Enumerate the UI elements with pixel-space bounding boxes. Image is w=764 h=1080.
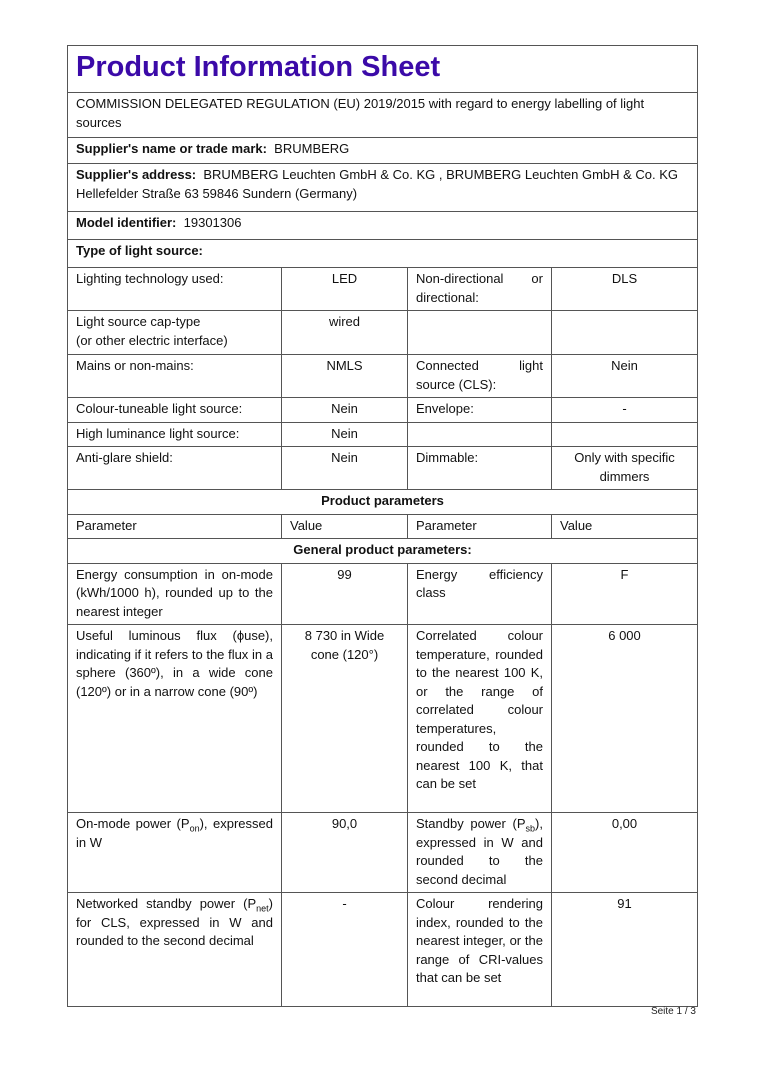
parameter-label: On-mode power (Pon), expressed in W (67, 812, 282, 893)
column-header: Parameter (67, 513, 282, 539)
product-parameters-heading: Product parameters (66, 489, 699, 515)
parameter-value: 91 (550, 892, 699, 1007)
parameter-value: 90,0 (281, 812, 408, 893)
label-text: ) for CLS, expressed in W and rounded to… (76, 896, 273, 948)
regulation-text: COMMISSION DELEGATED REGULATION (EU) 201… (66, 92, 699, 138)
type-parameter-label (407, 421, 552, 447)
type-row: Colour-tuneable light source: Nein Envelop… (67, 397, 699, 423)
type-row: High luminance light source: Nein (67, 421, 699, 447)
parameter-header-row: Parameter Value Parameter Value (67, 513, 699, 539)
model-identifier-row: Model identifier: 19301306 (66, 211, 699, 240)
parameter-label: Networked standby power (Pnet) for CLS, … (67, 892, 282, 1007)
type-row: Light source cap-type (or other electric… (67, 310, 699, 355)
general-heading-row: General product parameters: (66, 538, 699, 564)
type-parameter-value: Nein (550, 354, 699, 398)
subscript: on (189, 823, 200, 834)
type-parameter-label: Dimmable: (407, 446, 552, 490)
type-parameter-label: Colour-tuneable light source: (67, 397, 282, 423)
column-header: Parameter (407, 513, 552, 539)
parameter-row: Useful luminous flux (ϕuse), indicating … (67, 624, 699, 813)
type-parameter-value: LED (281, 267, 408, 311)
label-text: ), expressed in W (76, 816, 273, 850)
type-row: Mains or non-mains: NMLS Connected light s… (67, 354, 699, 398)
parameter-value: 99 (281, 562, 408, 625)
type-parameter-value (550, 421, 699, 447)
parameter-value: 6 000 (550, 624, 699, 813)
type-parameter-label: Connected light source (CLS): (407, 354, 552, 398)
page-number: 1 / 3 (676, 1006, 696, 1017)
label-text: Energy efficiency class (416, 566, 543, 601)
label-text: ), expressed in W and rounded to the sec… (416, 816, 543, 887)
model-identifier-value: 19301306 (183, 215, 242, 230)
supplier-name-row: Supplier's name or trade mark: BRUMBERG (66, 137, 699, 164)
label-text: Correlated colour temperature, rounded t… (416, 628, 543, 791)
type-parameter-value: DLS (550, 267, 699, 311)
type-parameter-value: Only with specific dimmers (550, 446, 699, 490)
product-information-table: Product Information Sheet COMMISSION DEL… (66, 45, 699, 1007)
supplier-name-value: BRUMBERG (274, 141, 350, 156)
label-text: Colour rendering index, rounded to the n… (416, 896, 543, 985)
parameter-value: 8 730 in Wide cone (120°) (281, 624, 408, 813)
type-parameter-label: Lighting technology used: (67, 267, 282, 311)
label-text: Energy consumption in on-mode (kWh/1000 … (76, 566, 273, 619)
subscript: sb (525, 823, 536, 834)
type-parameter-label (407, 310, 552, 355)
type-parameter-label: Envelope: (407, 397, 552, 423)
parameter-value: 0,00 (550, 812, 699, 893)
parameter-value: F (550, 562, 699, 625)
supplier-address-row: Supplier's address: BRUMBERG Leuchten Gm… (66, 163, 699, 212)
type-parameter-value: - (550, 397, 699, 423)
general-parameters-heading: General product parameters: (66, 538, 699, 564)
parameter-row: On-mode power (Pon), expressed in W 90,0 S… (67, 812, 699, 893)
parameter-label: Standby power (Psb), expressed in W and … (407, 812, 552, 893)
subscript: net (256, 903, 269, 914)
supplier-address-value: BRUMBERG Leuchten GmbH & Co. KG , BRUMBE… (76, 167, 679, 201)
product-parameters-heading-row: Product parameters (66, 489, 699, 515)
label-text: Networked standby power (P (76, 896, 257, 911)
page-footer: Seite 1 / 3 (651, 1006, 696, 1017)
type-parameter-label: Non-directional or directional: (407, 267, 552, 311)
parameter-label: Correlated colour temperature, rounded t… (407, 624, 552, 813)
type-parameter-value: NMLS (281, 354, 408, 398)
supplier-name-label: Supplier's name or trade mark: (76, 141, 267, 156)
supplier-address-label: Supplier's address: (76, 167, 197, 182)
page-title: Product Information Sheet (66, 45, 699, 93)
type-parameter-value: Nein (281, 397, 408, 423)
page-label: Seite (650, 1006, 674, 1017)
model-identifier-label: Model identifier: (76, 215, 177, 230)
type-parameter-label: High luminance light source: (67, 421, 282, 447)
type-parameter-value: Nein (281, 446, 408, 490)
type-heading: Type of light source: (66, 239, 699, 268)
type-row: Anti-glare shield: Nein Dimmable: Only with… (67, 446, 699, 490)
parameter-value: - (281, 892, 408, 1007)
type-row: Lighting technology used: LED Non-directio… (67, 267, 699, 311)
parameter-label: Energy efficiency class (407, 562, 552, 625)
parameter-row: Energy consumption in on-mode (kWh/1000 … (67, 562, 699, 625)
column-header: Value (281, 513, 408, 539)
type-parameter-label: Mains or non-mains: (67, 354, 282, 398)
column-header: Value (550, 513, 699, 539)
parameter-label: Colour rendering index, rounded to the n… (407, 892, 552, 1007)
label-text: Standby power (P (416, 816, 526, 831)
label-text: Useful luminous flux (ϕuse), indicating … (76, 628, 273, 699)
type-parameter-value (550, 310, 699, 355)
type-parameter-label: Light source cap-type (or other electric… (67, 310, 282, 355)
type-parameter-label: Anti-glare shield: (67, 446, 282, 490)
type-parameter-value: wired (281, 310, 408, 355)
type-parameter-value: Nein (281, 421, 408, 447)
label-text: On-mode power (P (76, 816, 190, 831)
parameter-label: Useful luminous flux (ϕuse), indicating … (67, 624, 282, 813)
parameter-label: Energy consumption in on-mode (kWh/1000 … (67, 562, 282, 625)
parameter-row: Networked standby power (Pnet) for CLS, … (67, 892, 699, 1007)
